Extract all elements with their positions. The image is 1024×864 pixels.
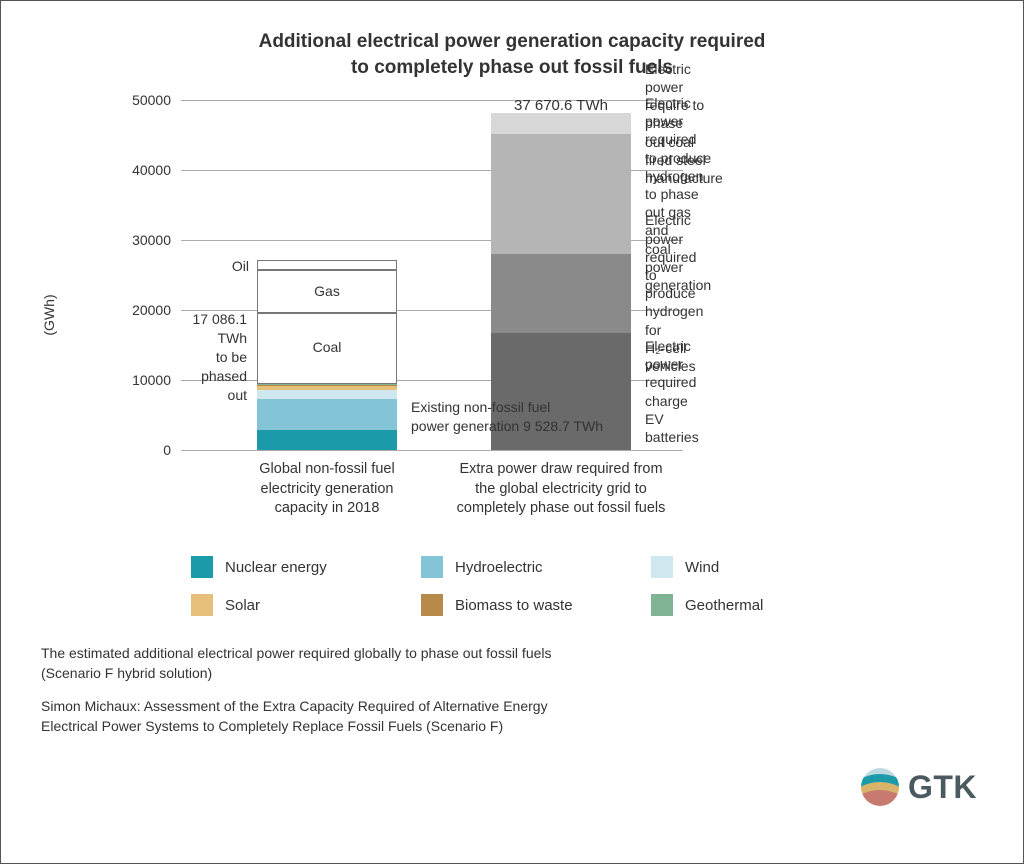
segment-wind (257, 390, 397, 399)
bar-required-x-label: Extra power draw required from the globa… (441, 450, 681, 519)
footnotes: The estimated additional electrical powe… (41, 644, 983, 736)
legend-item: Solar (191, 594, 421, 616)
segment-label-steel: Electric power require to phase out coal… (645, 60, 723, 187)
y-tick-label: 0 (163, 442, 181, 458)
gtk-logo-icon (860, 767, 900, 807)
chart-area: (GWh) 01000020000300004000050000CoalGasO… (111, 100, 983, 530)
footnote-2: Simon Michaux: Assessment of the Extra C… (41, 697, 983, 736)
legend-swatch (421, 594, 443, 616)
segment-biomass (257, 384, 397, 385)
legend-swatch (421, 556, 443, 578)
legend-swatch (191, 594, 213, 616)
segment-label-gas: Gas (257, 283, 397, 299)
chart-title: Additional electrical power generation c… (41, 29, 983, 80)
legend-swatch (651, 594, 673, 616)
y-tick-label: 50000 (132, 92, 181, 108)
chart-frame: Additional electrical power generation c… (0, 0, 1024, 864)
segment-label-coal: Coal (257, 339, 397, 355)
bar2-top-value: 37 670.6 TWh (471, 96, 651, 116)
legend-item: Wind (651, 556, 881, 578)
segment-hydro (257, 399, 397, 430)
segment-solar (257, 386, 397, 391)
legend-label: Solar (225, 597, 260, 614)
legend-swatch (191, 556, 213, 578)
legend-swatch (651, 556, 673, 578)
gtk-logo: GTK (860, 767, 977, 807)
legend-item: Geothermal (651, 594, 881, 616)
annotation-phased-out: 17 086.1 TWh to be phased out (181, 310, 247, 404)
legend-item: Biomass to waste (421, 594, 651, 616)
segment-h2power (491, 134, 631, 254)
y-tick-label: 40000 (132, 162, 181, 178)
legend-label: Biomass to waste (455, 597, 573, 614)
title-line-1: Additional electrical power generation c… (259, 31, 766, 52)
y-tick-label: 10000 (132, 372, 181, 388)
legend-label: Nuclear energy (225, 559, 327, 576)
legend-label: Geothermal (685, 597, 763, 614)
y-axis-label: (GWh) (41, 295, 57, 336)
bar-current: CoalGasOil (257, 100, 397, 450)
segment-geothermal (257, 384, 397, 385)
y-tick-label: 30000 (132, 232, 181, 248)
legend-label: Hydroelectric (455, 559, 543, 576)
segment-h2veh (491, 254, 631, 332)
bar-current-x-label: Global non-fossil fuel electricity gener… (207, 450, 447, 519)
legend-item: Hydroelectric (421, 556, 651, 578)
annotation-existing-nonfossil: Existing non-fossil fuel power generatio… (411, 398, 603, 436)
legend-item: Nuclear energy (191, 556, 421, 578)
legend: Nuclear energy Hydroelectric Wind Solar Biom… (191, 556, 983, 616)
gtk-logo-text: GTK (908, 769, 977, 806)
legend-label: Wind (685, 559, 719, 576)
title-line-2: to completely phase out fossil fuels (351, 57, 673, 78)
plot-area: 01000020000300004000050000CoalGasOilGlob… (181, 100, 683, 450)
segment-oil (257, 260, 397, 271)
footnote-1: The estimated additional electrical powe… (41, 644, 983, 683)
segment-label-oil: Oil (232, 258, 249, 274)
y-tick-label: 20000 (132, 302, 181, 318)
segment-nuclear (257, 430, 397, 450)
